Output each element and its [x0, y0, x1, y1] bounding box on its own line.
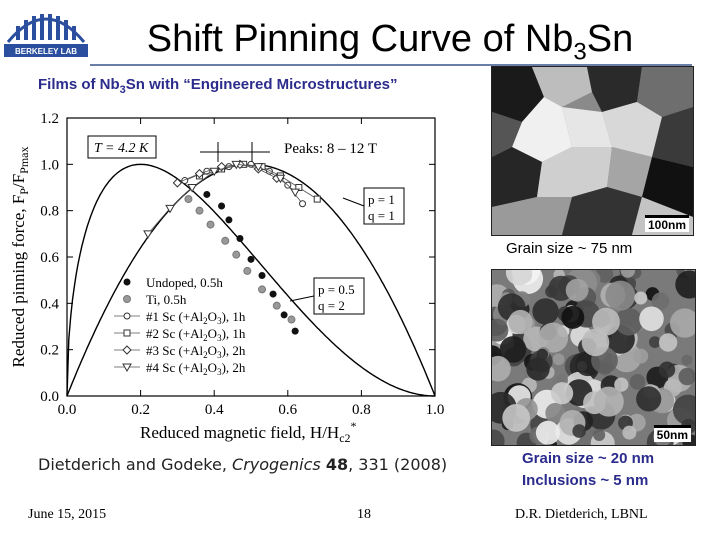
legend-item: #3 Sc (+Al2O3), 2h [114, 343, 246, 360]
data-point [280, 311, 288, 319]
data-point [272, 301, 281, 310]
data-point [299, 200, 307, 208]
footer-date: June 15, 2015 [28, 507, 107, 522]
data-point [287, 315, 296, 324]
data-point [143, 230, 153, 239]
data-point [236, 234, 244, 242]
data-point [291, 327, 299, 335]
temperature-box [87, 135, 157, 159]
data-point [258, 285, 267, 294]
curve2-p: p = 0.5 [318, 282, 355, 297]
data-point [313, 195, 321, 203]
data-point [243, 266, 252, 275]
data-point [225, 216, 233, 224]
footer-author: D.R. Dietderich, LBNL [515, 507, 648, 522]
berkeley-lab-logo: BERKELEY LAB [2, 2, 90, 60]
series-1 [203, 190, 299, 335]
x-axis-label: Reduced magnetic field, H/Hc2* [140, 419, 357, 445]
legend-label: #3 Sc (+Al2O3), 2h [146, 343, 246, 360]
data-point [221, 236, 230, 245]
data-point [184, 195, 193, 204]
data-point [206, 220, 215, 229]
data-point [247, 255, 255, 263]
y-tick-label: 1.0 [40, 157, 59, 173]
peaks-label: Peaks: 8 – 12 T [284, 141, 377, 157]
pinning-force-chart: 0.0 0.2 0.4 0.6 0.8 1.0 1.2 0.0 0.2 0.4 0.6 0.8 1.0… [0, 106, 490, 451]
legend-item: #1 Sc (+Al2O3), 1h [114, 309, 246, 326]
legend-label: #4 Sc (+Al2O3), 2h [146, 360, 246, 377]
citation: Dietderich and Godeke, Cryogenics 48, 33… [38, 455, 448, 474]
x-tick-label: 0.6 [278, 402, 297, 418]
data-point [203, 190, 211, 198]
x-tick-label: 0.8 [352, 402, 371, 418]
legend-item: #4 Sc (+Al2O3), 2h [114, 360, 246, 377]
grain-size-75-label: Grain size ~ 75 nm [506, 240, 633, 257]
data-point [232, 250, 241, 259]
tem-micrograph-75nm: 100nm [491, 66, 694, 236]
data-point [123, 295, 131, 303]
x-tick-label: 1.0 [426, 402, 445, 418]
curve1-p: p = 1 [368, 192, 395, 207]
page-number: 18 [357, 507, 371, 522]
data-point [195, 206, 204, 215]
legend-label: Undoped, 0.5h [146, 275, 223, 290]
data-point [253, 163, 264, 172]
data-point [123, 329, 131, 337]
slide-title: Shift Pinning Curve of Nb3Sn [146, 18, 634, 66]
y-tick-label: 0.4 [40, 296, 59, 312]
temperature-label: T = 4.2 K [94, 141, 149, 156]
data-point [209, 167, 220, 177]
y-tick-label: 0.8 [40, 204, 59, 220]
data-point [231, 160, 242, 170]
legend-label: Ti, 0.5h [146, 292, 187, 307]
data-point [165, 204, 175, 214]
legend-label: #2 Sc (+Al2O3), 1h [146, 326, 246, 343]
series-6 [143, 160, 301, 239]
tem-micrograph-20nm: 50nm [491, 269, 696, 446]
data-point [258, 272, 266, 280]
data-point [218, 202, 226, 210]
inclusions-label: Inclusions ~ 5 nm [522, 472, 649, 489]
legend-item: Ti, 0.5h [123, 292, 187, 307]
legend-item: #2 Sc (+Al2O3), 1h [114, 326, 246, 343]
grain-size-20-label: Grain size ~ 20 nm [522, 450, 655, 467]
y-tick-label: 0.6 [40, 250, 59, 266]
title-divider [90, 64, 692, 66]
data-point [123, 312, 131, 320]
data-point [275, 174, 286, 184]
y-axis-label: Reduced pinning force, FP/FPmax [9, 146, 31, 367]
x-tick-label: 0.2 [131, 402, 150, 418]
y-tick-label: 0.0 [40, 389, 59, 405]
curve1-q: q = 1 [368, 208, 395, 223]
data-point [187, 184, 197, 193]
slide-subtitle: Films of Nb3Sn with “Engineered Microstr… [38, 76, 398, 96]
x-tick-label: 0.4 [205, 402, 224, 418]
y-tick-label: 1.2 [40, 111, 59, 127]
curve2-q: q = 2 [318, 298, 345, 313]
data-point [122, 363, 132, 373]
legend-label: #1 Sc (+Al2O3), 1h [146, 309, 246, 326]
tem1-scale-bar: 100nm [644, 215, 689, 232]
series-2 [184, 195, 296, 324]
data-point [194, 168, 205, 179]
y-tick-label: 0.2 [40, 343, 59, 359]
tem2-scale-bar: 50nm [653, 425, 691, 442]
data-point [123, 278, 131, 286]
model-curve-2 [66, 163, 435, 397]
data-point [122, 345, 132, 355]
logo-text: BERKELEY LAB [15, 47, 77, 56]
data-point [269, 290, 277, 298]
data-point [290, 188, 301, 198]
legend-item: Undoped, 0.5h [123, 275, 223, 290]
curve2-box [313, 277, 365, 315]
x-tick-label: 0.0 [58, 402, 77, 418]
data-point [172, 178, 183, 188]
